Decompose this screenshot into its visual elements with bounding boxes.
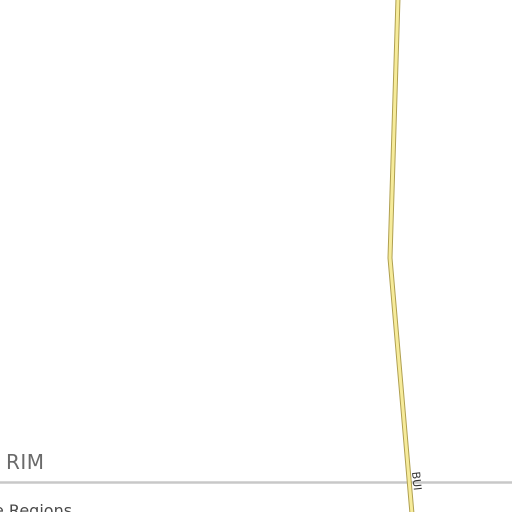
road[interactable]: [388, 0, 414, 512]
road-label: BUI: [409, 470, 424, 492]
road-casing: [387, 0, 415, 512]
region-label: RIM: [6, 450, 45, 474]
regions-label: e Regions: [0, 501, 73, 512]
